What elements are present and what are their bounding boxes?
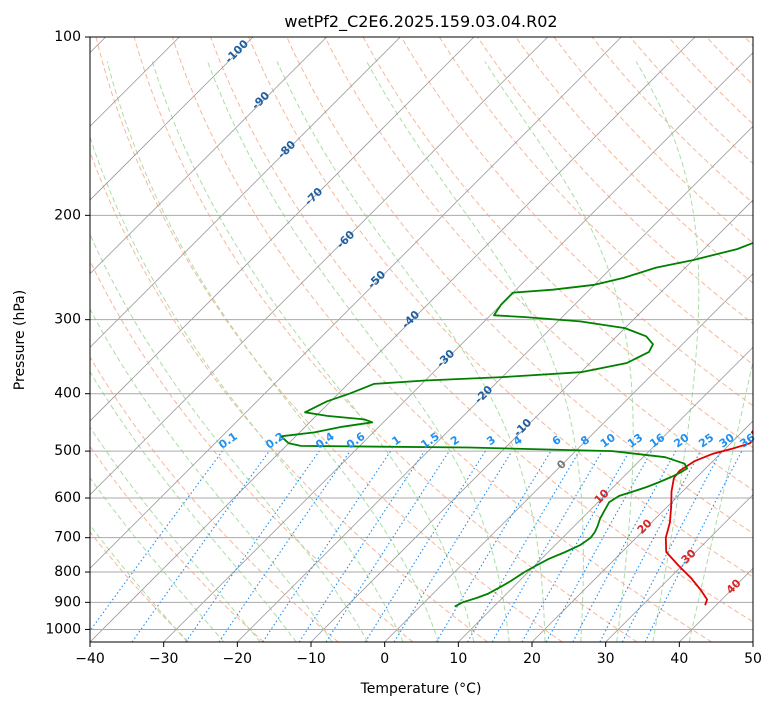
mixing-ratio-line [644,450,743,642]
dry-adiabat-line [90,531,190,642]
isotherm-line [384,273,753,642]
dewpoint-profile [280,241,753,608]
x-tick-label: 20 [523,651,541,667]
x-tick-label: −30 [149,651,179,667]
dry-adiabat-line [171,37,712,642]
dry-adiabat-line [248,37,753,578]
isotherm-line [310,199,753,642]
moist-adiabat-line [90,308,333,642]
y-axis-title: Pressure (hPa) [12,290,28,390]
axes-layer: −40 −30 −20 −10 0 10 20 30 40 50 100 200 300 400 500 60… [45,29,762,667]
moist-adiabat-line [688,358,753,642]
isotherm-line [531,420,753,642]
moist-adiabat-line [106,61,439,642]
mixing-ratio-line [185,450,320,642]
isotherm-line [90,37,475,422]
isotherm-line [237,125,753,642]
dry-adiabat-line [133,37,638,642]
isotherm-line [90,37,327,275]
x-tick-label: −20 [223,651,253,667]
plot-background [90,37,753,642]
dry-adiabat-line [438,37,753,366]
isotherm-line [90,37,254,201]
dry-adiabat-line [324,37,753,491]
dry-adiabat-line [95,37,563,642]
mixing-ratio-line [521,450,630,642]
mixing-ratio-line [218,450,351,642]
profile-layer [280,241,753,608]
mixing-ratio-line [131,450,270,642]
y-tick-label: 700 [54,530,81,546]
moist-adiabat-line [90,370,297,642]
plot-frame [89,36,754,643]
y-tick-label: 200 [54,207,81,223]
dry-adiabat-line [90,356,339,642]
dry-adiabat-line [400,37,753,407]
mixing-ratio-line [393,450,513,642]
y-tick-label: 1000 [45,621,81,637]
isotherm-line [90,37,696,642]
mixing-ratio-line [262,450,392,642]
x-tick-label: 10 [449,651,467,667]
moist-adiabat-line [484,61,634,642]
dry-adiabat-line [90,150,488,642]
isotherm-line [605,494,753,642]
mixing-ratio-line [545,450,653,642]
x-tick-label: 30 [597,651,615,667]
moist-adiabat-line [151,61,475,642]
y-tick-label: 600 [54,490,81,506]
temperature-profile [664,429,753,606]
grid-layer [90,37,753,642]
chart-title: wetPf2_C2E6.2025.159.03.04.R02 [284,12,557,32]
isotherm-line [90,37,548,496]
y-tick-label: 800 [54,564,81,580]
mixing-ratio-line [325,450,450,642]
isotherm-line [90,37,622,569]
isotherm-line [752,641,753,642]
mixing-ratio-line [572,450,677,642]
x-axis-title: Temperature (°C) [360,681,482,697]
x-tick-label: 50 [744,651,762,667]
isotherm-line [163,52,753,642]
x-tick-label: −40 [75,651,105,667]
x-tick-label: −10 [296,651,326,667]
dry-adiabat-line [515,37,753,284]
y-tick-label: 100 [54,29,81,45]
y-tick-label: 900 [54,594,81,610]
mixing-ratio-line [298,450,425,642]
x-tick-label: 0 [380,651,389,667]
moist-adiabat-line [366,61,584,642]
moist-adiabat-line [207,61,510,642]
y-tick-label: 400 [54,386,81,402]
x-tick-label: 40 [670,651,688,667]
mixing-ratio-line [90,450,223,632]
y-tick-label: 500 [54,443,81,459]
isotherm-line [458,346,753,642]
y-tick-label: 300 [54,312,81,328]
dry-adiabat-line [90,445,264,642]
moist-adiabat-line [90,232,369,642]
moist-adiabat-line [276,61,546,642]
dry-adiabat-line [210,37,753,623]
isotherm-line [90,37,401,348]
